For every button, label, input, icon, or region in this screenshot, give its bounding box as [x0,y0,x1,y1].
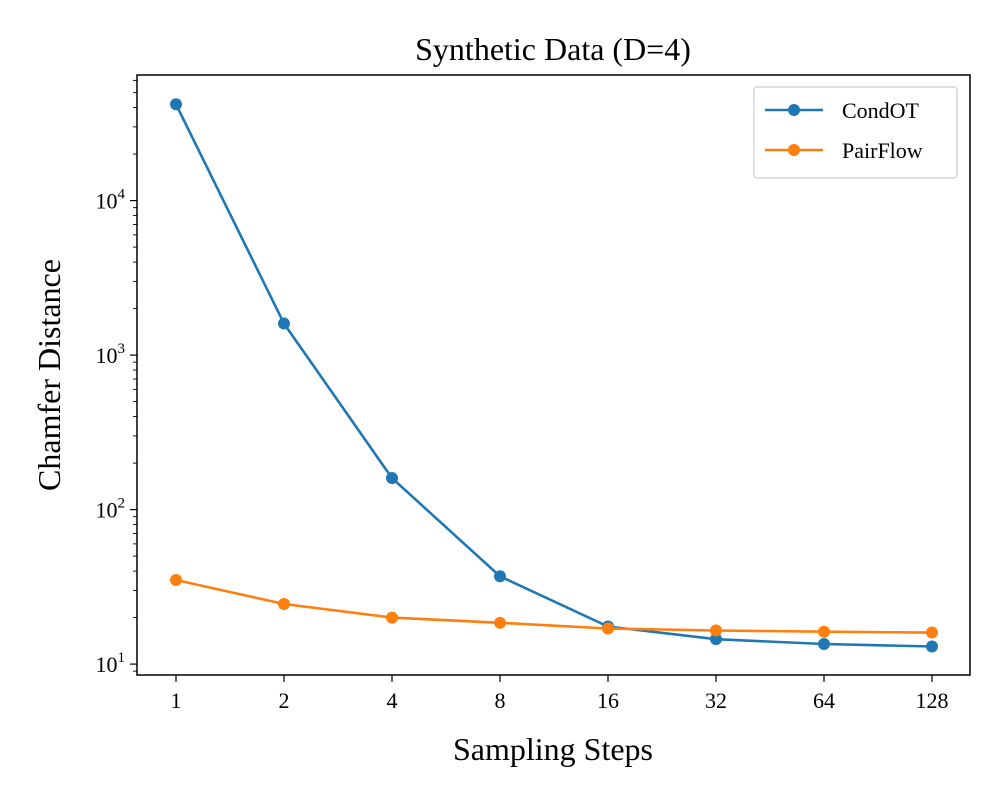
x-tick-label: 4 [387,688,398,713]
x-tick-label: 32 [705,688,727,713]
plot-frame [136,74,971,676]
data-point-pairflow [926,626,938,639]
x-tick-label: 1 [171,688,182,713]
series-line-condot [174,103,933,648]
x-tick-label: 2 [279,688,290,713]
data-point-condot [170,98,182,111]
data-point-pairflow [278,597,290,610]
data-point-pairflow [710,624,722,637]
y-tick-label: 103 [96,341,126,368]
legend-marker-pairflow [788,144,800,156]
data-point-pairflow [386,611,398,624]
data-point-condot [386,472,398,485]
x-tick-label: 128 [916,688,949,713]
x-tick-label: 8 [495,688,506,713]
legend-marker-condot [788,104,800,116]
chart-title: Synthetic Data (D=4) [415,31,691,67]
y-axis-label: Chamfer Distance [31,259,67,491]
data-point-condot [710,633,722,646]
y-tick-label: 102 [96,496,126,523]
data-point-condot [494,570,506,583]
data-point-condot [278,317,290,330]
data-point-pairflow [818,625,830,638]
x-axis: 1 2 4 8 16 32 64 128 [171,675,949,713]
legend-label-pairflow: PairFlow [842,138,923,163]
y-axis: 101 102 103 104 [96,79,137,677]
x-tick-label: 64 [813,688,835,713]
data-point-condot [818,637,830,650]
x-tick-label: 16 [597,688,619,713]
y-tick-label: 101 [96,650,126,677]
y-tick-label: 104 [96,187,126,214]
x-axis-label: Sampling Steps [453,731,653,767]
legend: CondOT PairFlow [753,86,958,179]
data-point-pairflow [494,616,506,629]
series-line-pairflow [175,578,933,634]
data-point-pairflow [602,622,614,635]
plot-area [170,98,938,653]
data-point-pairflow [170,574,182,587]
data-point-condot [926,640,938,653]
legend-label-condot: CondOT [842,98,920,123]
